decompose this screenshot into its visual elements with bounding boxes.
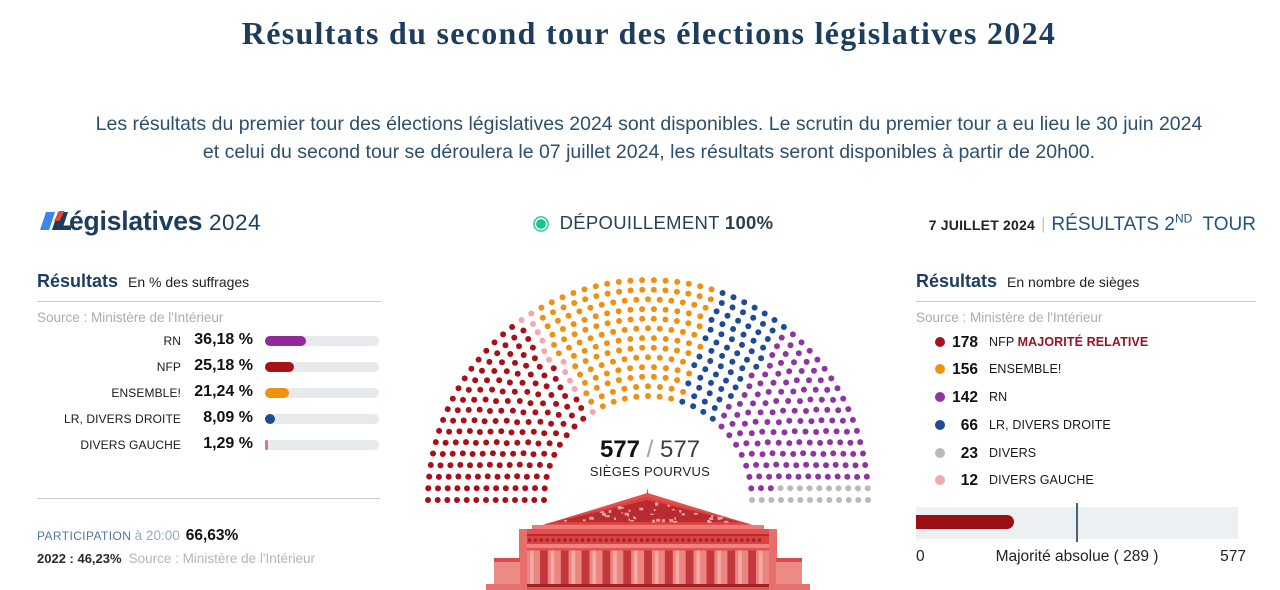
svg-text:2024: 2024 [209, 210, 261, 235]
svg-text:égislatives: égislatives [69, 206, 202, 236]
